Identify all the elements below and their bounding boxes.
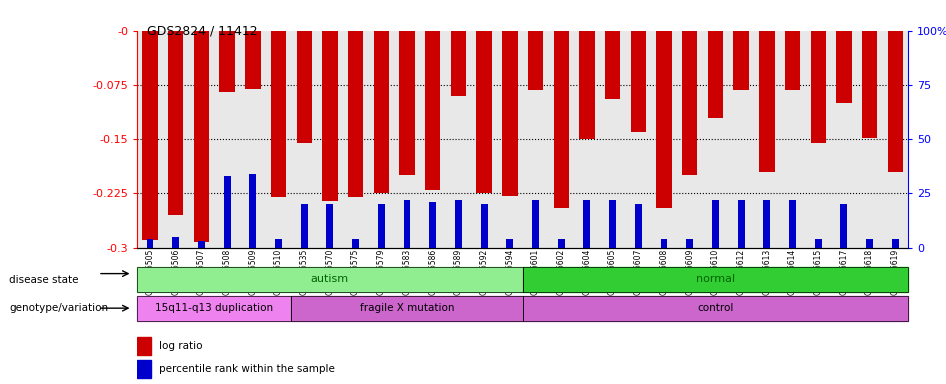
Bar: [502, 31, 517, 195]
Bar: [172, 237, 179, 248]
Bar: [425, 31, 441, 190]
Bar: [219, 31, 235, 92]
Bar: [862, 31, 877, 138]
Bar: [558, 239, 565, 248]
Bar: [867, 239, 873, 248]
Text: percentile rank within the sample: percentile rank within the sample: [159, 364, 335, 374]
Bar: [609, 200, 616, 248]
Bar: [738, 200, 745, 248]
Bar: [836, 31, 851, 103]
Text: autism: autism: [311, 274, 349, 285]
Bar: [198, 241, 205, 248]
Bar: [399, 31, 414, 175]
Bar: [481, 204, 487, 248]
Bar: [137, 296, 291, 321]
Bar: [137, 337, 151, 355]
Text: genotype/variation: genotype/variation: [9, 303, 109, 313]
Text: disease state: disease state: [9, 275, 79, 285]
Bar: [326, 204, 333, 248]
Bar: [450, 31, 466, 96]
Bar: [250, 174, 256, 248]
Bar: [657, 31, 672, 208]
Bar: [296, 31, 312, 143]
Bar: [686, 239, 693, 248]
Bar: [477, 31, 492, 194]
Bar: [137, 296, 291, 321]
Bar: [374, 31, 389, 194]
Bar: [887, 31, 903, 172]
Bar: [455, 200, 462, 248]
Bar: [137, 267, 522, 292]
Bar: [522, 267, 908, 292]
Bar: [660, 239, 668, 248]
Bar: [348, 31, 363, 197]
Bar: [811, 31, 826, 143]
Bar: [763, 200, 770, 248]
Bar: [708, 31, 723, 118]
Text: fragile X mutation: fragile X mutation: [359, 303, 454, 313]
Bar: [553, 31, 569, 208]
Text: GDS2824 / 11412: GDS2824 / 11412: [147, 25, 257, 38]
Bar: [291, 296, 522, 321]
Bar: [789, 200, 796, 248]
Bar: [147, 239, 153, 248]
Bar: [840, 204, 848, 248]
Bar: [245, 31, 260, 89]
Bar: [271, 31, 287, 197]
Bar: [712, 200, 719, 248]
Text: control: control: [697, 303, 733, 313]
Bar: [323, 31, 338, 201]
Bar: [635, 204, 641, 248]
Text: 15q11-q13 duplication: 15q11-q13 duplication: [155, 303, 273, 313]
Bar: [759, 31, 775, 172]
Bar: [682, 31, 697, 175]
Bar: [785, 31, 800, 90]
Bar: [892, 239, 899, 248]
Bar: [584, 200, 590, 248]
Bar: [528, 31, 543, 90]
Bar: [429, 202, 436, 248]
Bar: [137, 360, 151, 378]
Bar: [506, 239, 514, 248]
Bar: [137, 267, 522, 292]
Bar: [522, 296, 908, 321]
Bar: [275, 239, 282, 248]
Bar: [815, 239, 822, 248]
Bar: [522, 296, 908, 321]
Bar: [631, 31, 646, 132]
Bar: [168, 31, 184, 215]
Bar: [733, 31, 749, 90]
Bar: [223, 176, 231, 248]
Bar: [604, 31, 621, 99]
Bar: [377, 204, 385, 248]
Bar: [142, 31, 158, 240]
Bar: [532, 200, 539, 248]
Bar: [579, 31, 595, 139]
Bar: [404, 200, 411, 248]
Bar: [301, 204, 307, 248]
Bar: [291, 296, 522, 321]
Text: normal: normal: [696, 274, 735, 285]
Bar: [522, 267, 908, 292]
Bar: [352, 239, 359, 248]
Text: log ratio: log ratio: [159, 341, 202, 351]
Bar: [194, 31, 209, 242]
